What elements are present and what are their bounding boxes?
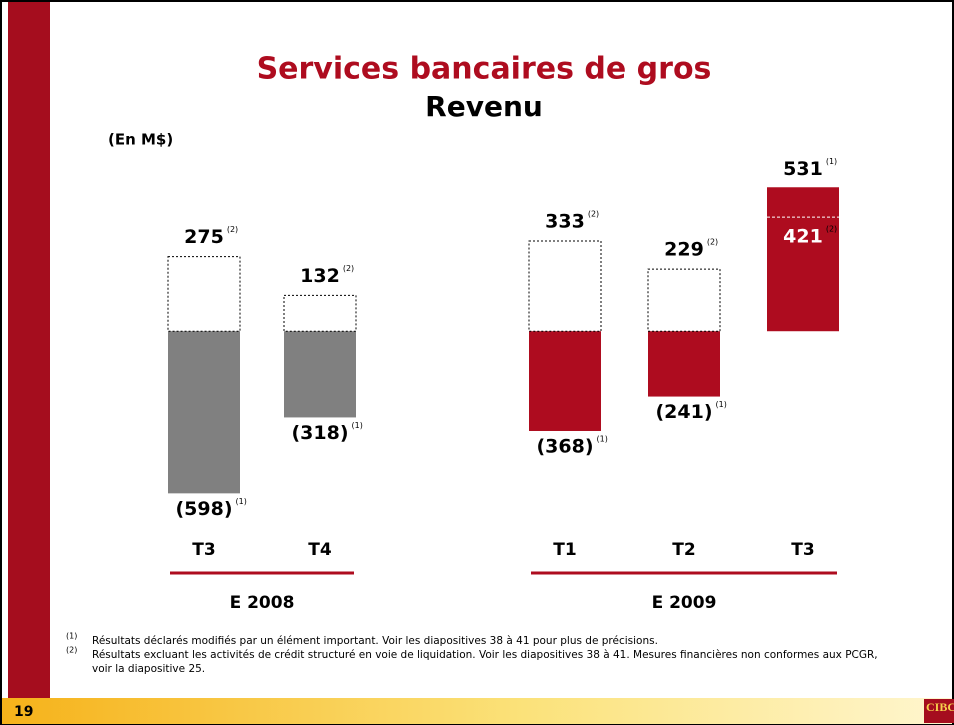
footnote-marker: (1) (716, 400, 727, 409)
footnote-text: Résultats déclarés modifiés par un éléme… (92, 635, 658, 647)
adjusted-label: 333 (545, 210, 585, 232)
reported-label: (598) (175, 498, 232, 520)
adjusted-label: 132 (300, 265, 340, 287)
footnote-marker: (2) (66, 646, 77, 655)
adjusted-bar (167, 256, 241, 332)
footnote-marker: (2) (227, 225, 238, 234)
footnote-marker: (2) (707, 238, 718, 247)
group-label: E 2009 (652, 593, 717, 613)
reported-bar (648, 331, 720, 397)
footnote-marker: (1) (236, 497, 247, 506)
reported-bar (284, 331, 356, 418)
adjusted-bar (283, 294, 357, 332)
category-label: T3 (791, 540, 814, 560)
category-label: T4 (308, 540, 332, 560)
adjusted-label: 275 (184, 226, 224, 248)
footnote-marker: (1) (66, 632, 77, 641)
adjusted-bar (647, 268, 721, 332)
reported-bar (168, 331, 240, 494)
side-stripe (8, 2, 50, 700)
adjusted-label: 229 (664, 239, 704, 261)
category-label: T3 (192, 540, 215, 560)
logo: CIBC (926, 700, 954, 714)
category-label: T2 (672, 540, 695, 560)
reported-label: 531 (783, 158, 823, 180)
footnote-marker: (1) (826, 157, 837, 166)
reported-label: (318) (291, 422, 348, 444)
reported-bar (767, 187, 839, 332)
chart-title: Services bancaires de gros (257, 52, 712, 87)
reported-label: (241) (655, 401, 712, 423)
category-label: T1 (553, 540, 576, 560)
adjusted-label: 421 (783, 226, 823, 248)
group-label: E 2008 (230, 593, 295, 613)
footnote-marker: (2) (343, 264, 354, 273)
footnote-marker: (1) (352, 421, 363, 430)
footer-bar (2, 698, 952, 724)
reported-bar (529, 331, 601, 431)
footnote-marker: (2) (588, 209, 599, 218)
unit-label: (En M$) (108, 131, 173, 149)
page-number: 19 (14, 704, 33, 720)
footnote-marker: (1) (597, 434, 608, 443)
reported-label: (368) (536, 435, 593, 457)
logo-box (924, 699, 954, 723)
footnote-text: Résultats excluant les activités de créd… (92, 649, 878, 675)
chart-subtitle: Revenu (425, 90, 543, 123)
footnote-marker: (2) (826, 225, 837, 234)
adjusted-bar (528, 240, 602, 332)
